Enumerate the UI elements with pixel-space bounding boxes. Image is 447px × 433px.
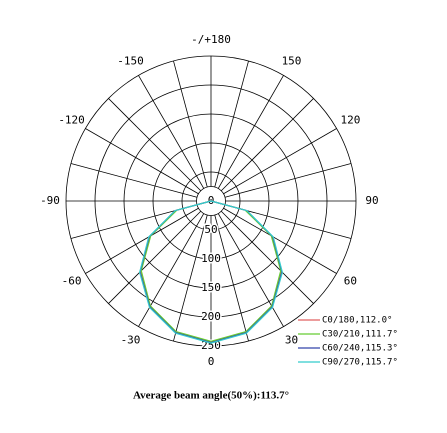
angle-tick-label: -90: [40, 194, 60, 207]
spoke: [85, 207, 199, 274]
spoke: [70, 163, 198, 198]
radial-tick-label: 150: [201, 281, 221, 294]
radial-tick-label: 50: [204, 223, 217, 236]
spoke: [217, 75, 284, 189]
spoke: [173, 60, 208, 188]
legend-label: C60/240,115.3°: [322, 344, 398, 354]
angle-tick-label: 60: [344, 275, 357, 288]
angle-tick-label: -150: [117, 55, 144, 68]
angle-tick-label: -/+180: [191, 33, 231, 46]
spoke: [220, 210, 314, 304]
inner-ring: [196, 186, 226, 216]
ring: [65, 55, 357, 347]
angle-tick-label: -60: [62, 275, 82, 288]
angle-tick-label: 90: [365, 194, 378, 207]
angle-tick-label: -30: [121, 333, 141, 346]
ring: [94, 84, 328, 318]
angle-tick-label: -120: [58, 114, 85, 127]
angle-tick-label: 150: [282, 55, 302, 68]
spoke: [214, 214, 249, 342]
spoke: [224, 163, 352, 198]
caption: Average beam angle(50%):113.7°: [133, 390, 289, 402]
spoke: [214, 60, 249, 188]
ring: [152, 142, 270, 260]
angle-tick-label: 120: [340, 114, 360, 127]
spoke: [173, 214, 208, 342]
legend-label: C90/270,115.7°: [322, 358, 398, 368]
spoke: [223, 207, 337, 274]
spoke: [223, 128, 337, 195]
spoke: [108, 98, 202, 192]
spoke: [85, 128, 199, 195]
spoke: [220, 98, 314, 192]
angle-tick-label: 30: [285, 333, 298, 346]
series-line: [139, 200, 283, 344]
spoke: [108, 210, 202, 304]
radial-tick-label: 0: [208, 194, 215, 207]
radial-tick-label: 200: [201, 310, 221, 323]
ring: [181, 171, 241, 231]
legend-label: C30/210,111.7°: [322, 330, 398, 340]
legend-label: C0/180,112.0°: [322, 316, 392, 326]
spoke: [138, 75, 205, 189]
ring: [123, 113, 299, 289]
radial-tick-label: 100: [201, 252, 221, 265]
angle-tick-label: 0: [208, 355, 215, 368]
